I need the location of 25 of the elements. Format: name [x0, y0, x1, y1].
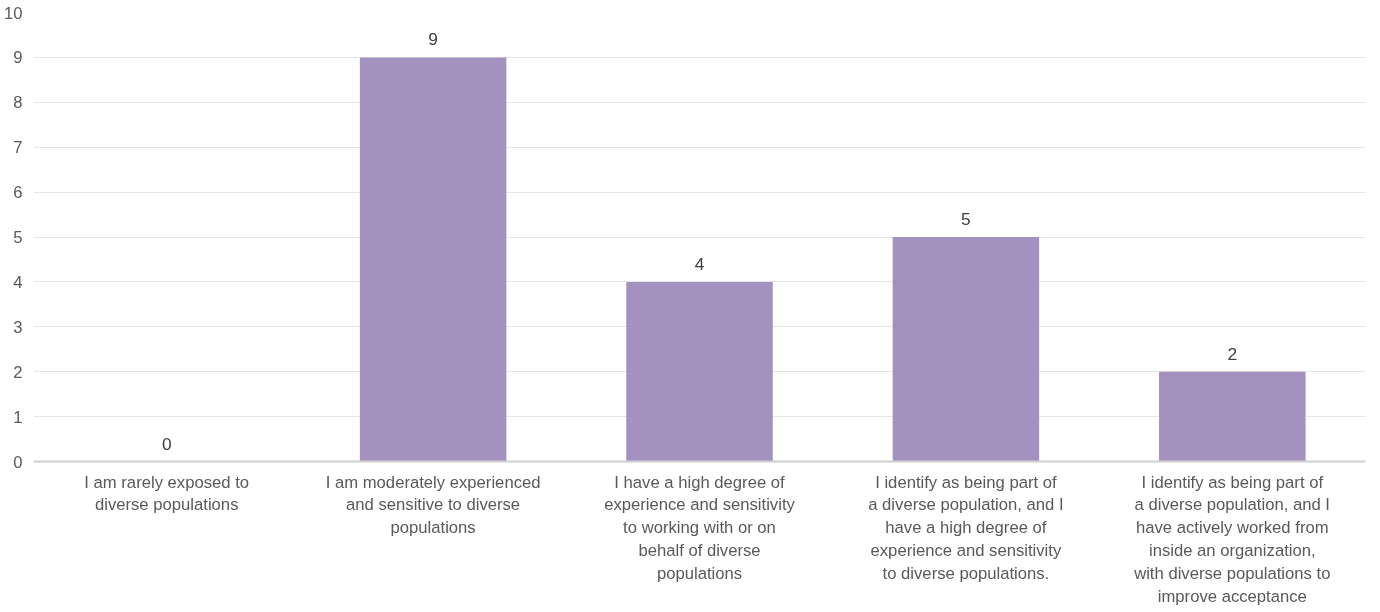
y-tick-label: 7 — [13, 138, 23, 158]
x-tick-label: I have a high degree of experience and sensitivity to working with or on behalf of diverse populations — [604, 472, 796, 583]
bar — [1159, 371, 1306, 462]
x-tick-label: I identify as being part of a diverse population, and I have a high degree of experience and sensitivity to diverse populations. — [868, 472, 1064, 583]
data-label: 4 — [694, 253, 705, 274]
y-tick-label: 10 — [3, 3, 23, 23]
bar — [359, 57, 507, 462]
y-tick-label: 4 — [13, 272, 23, 292]
data-label: 0 — [161, 433, 172, 454]
y-tick-label: 9 — [13, 48, 23, 68]
x-tick-label: I am moderately experienced and sensitive to diverse populations — [325, 472, 541, 538]
data-label: 2 — [1227, 343, 1238, 364]
data-label: 9 — [428, 29, 438, 50]
data-label: 5 — [961, 209, 971, 229]
y-tick-label: 6 — [13, 183, 23, 203]
y-tick-label: 3 — [13, 317, 23, 337]
bar — [626, 281, 773, 462]
y-tick-label: 1 — [13, 407, 23, 427]
y-tick-label: 2 — [13, 362, 23, 382]
y-tick-label: 8 — [13, 93, 23, 113]
bar — [892, 237, 1040, 462]
x-tick-label: I am rarely exposed to diverse populations — [84, 472, 250, 515]
y-tick-label: 0 — [13, 452, 23, 472]
x-tick-label: I identify as being part of a diverse population, and I have actively worked from inside an organization, with diverse populations to improve acceptance — [1133, 472, 1331, 606]
y-tick-label: 5 — [13, 228, 23, 247]
